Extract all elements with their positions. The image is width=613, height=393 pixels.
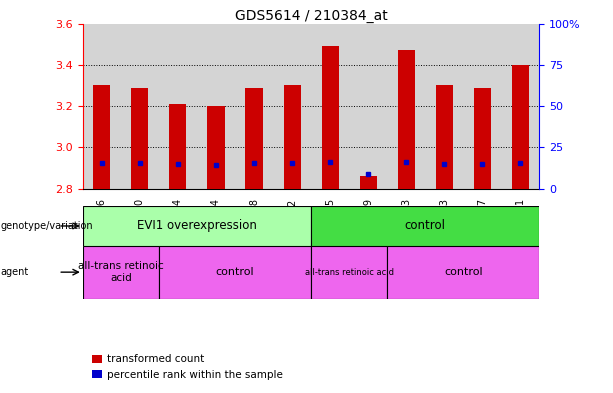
Text: genotype/variation: genotype/variation xyxy=(1,221,93,231)
Bar xyxy=(311,246,387,299)
Bar xyxy=(169,104,186,189)
Bar xyxy=(512,65,529,189)
Bar xyxy=(425,24,463,189)
Bar xyxy=(159,246,311,299)
Text: EVI1 overexpression: EVI1 overexpression xyxy=(137,219,257,233)
Bar xyxy=(501,24,539,189)
Bar xyxy=(474,88,491,189)
Bar xyxy=(159,24,197,189)
Bar xyxy=(436,86,453,189)
Bar xyxy=(311,24,349,189)
Bar xyxy=(322,46,339,189)
Bar xyxy=(360,176,377,189)
Bar xyxy=(349,24,387,189)
Text: control: control xyxy=(405,219,446,233)
Bar xyxy=(83,206,311,246)
Text: control: control xyxy=(444,267,482,277)
Text: all-trans retinoic
acid: all-trans retinoic acid xyxy=(78,261,164,283)
Bar xyxy=(131,88,148,189)
Bar xyxy=(283,86,300,189)
Title: GDS5614 / 210384_at: GDS5614 / 210384_at xyxy=(235,9,387,22)
Bar xyxy=(245,88,262,189)
Bar xyxy=(121,24,159,189)
Bar xyxy=(207,106,224,189)
Bar xyxy=(93,86,110,189)
Text: control: control xyxy=(216,267,254,277)
Bar xyxy=(83,24,121,189)
Bar xyxy=(197,24,235,189)
Text: all-trans retinoic acid: all-trans retinoic acid xyxy=(305,268,394,277)
Legend: transformed count, percentile rank within the sample: transformed count, percentile rank withi… xyxy=(88,350,287,384)
Bar xyxy=(235,24,273,189)
Bar xyxy=(398,50,415,189)
Bar xyxy=(387,24,425,189)
Bar xyxy=(387,246,539,299)
Bar xyxy=(273,24,311,189)
Text: agent: agent xyxy=(1,267,29,277)
Bar xyxy=(463,24,501,189)
Bar xyxy=(311,206,539,246)
Bar xyxy=(83,246,159,299)
